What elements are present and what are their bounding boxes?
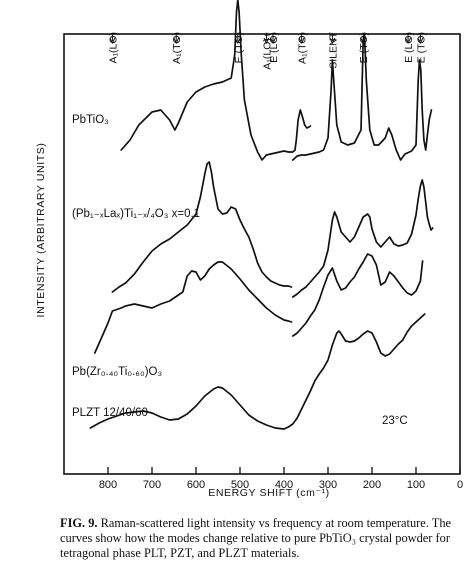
spectrum-curve xyxy=(111,161,293,293)
mode-arrowhead xyxy=(109,37,116,45)
mode-arrowhead xyxy=(298,37,305,45)
mode-label: A₁(TO) xyxy=(171,32,183,64)
x-tick-label: 400 xyxy=(275,479,293,491)
x-axis-title: ENERGY SHIFT (cm⁻¹) xyxy=(208,487,330,499)
mode-label: E (LO) xyxy=(403,32,415,63)
mode-label: E (TO) xyxy=(415,32,427,63)
series-label-plzt: PLZT 12/40/60 xyxy=(72,407,148,419)
mode-arrowhead xyxy=(270,37,276,45)
series-label-pbtio3: PbTiO₃ xyxy=(72,114,109,126)
mode-label: E (LO) xyxy=(268,32,280,63)
mode-label: A₁(LO) xyxy=(107,32,119,64)
x-tick-label: 0 xyxy=(457,479,463,491)
mode-labels: A₁(LO) A₁(TO) E (TO) A₁(LO)+E (LO) A₁(TO) SIL… xyxy=(107,31,427,69)
x-tick-label: 300 xyxy=(319,479,337,491)
x-axis-ticks: 800 700 600 500 400 300 200 100 0 xyxy=(99,467,463,491)
plot-border xyxy=(63,33,461,475)
x-tick-label: 600 xyxy=(187,479,205,491)
mode-arrowhead xyxy=(329,37,336,45)
spectrum-curve xyxy=(93,261,293,354)
spectrum-curve xyxy=(291,179,434,298)
mode-arrowhead xyxy=(263,37,270,45)
series-label-pzt: Pb(Zr₀.₄₀Ti₀.₆₀)O₃ xyxy=(72,366,162,378)
x-tick-label: 200 xyxy=(363,479,381,491)
spectra-curves xyxy=(89,0,434,430)
raman-spectra-chart: A₁(LO) A₁(TO) E (TO) A₁(LO)+E (LO) A₁(TO) SIL… xyxy=(35,0,463,499)
series-label-plt: (Pb₁₋ₓLaₓ)Ti₁₋ₓ/₄O₃ x=0.1 xyxy=(72,208,200,220)
x-tick-label: 800 xyxy=(99,479,117,491)
spectrum-curve xyxy=(89,313,426,430)
plot-frame xyxy=(63,33,461,475)
mode-label: SILENT xyxy=(327,31,339,68)
mode-arrowhead xyxy=(417,37,424,45)
x-tick-label: 100 xyxy=(407,479,425,491)
mode-label: A₁(LO)+ xyxy=(261,32,273,70)
caption-text: Raman-scattered light intensity vs frequ… xyxy=(60,516,452,560)
spectrum-curve xyxy=(120,0,312,161)
mode-arrowhead xyxy=(405,37,412,45)
x-tick-label: 700 xyxy=(143,479,161,491)
spectrum-curve xyxy=(291,34,433,161)
y-axis-title: INTENSITY (ARBITRARY UNITS) xyxy=(35,143,47,318)
x-tick-label: 500 xyxy=(231,479,249,491)
temperature-label: 23°C xyxy=(382,415,408,427)
mode-arrowhead xyxy=(173,37,180,45)
mode-label: A₁(TO) xyxy=(297,32,309,64)
caption-figure-number: FIG. 9. xyxy=(60,516,98,530)
spectrum-curve xyxy=(291,253,424,337)
figure-caption: FIG. 9. Raman-scattered light intensity … xyxy=(60,516,470,561)
